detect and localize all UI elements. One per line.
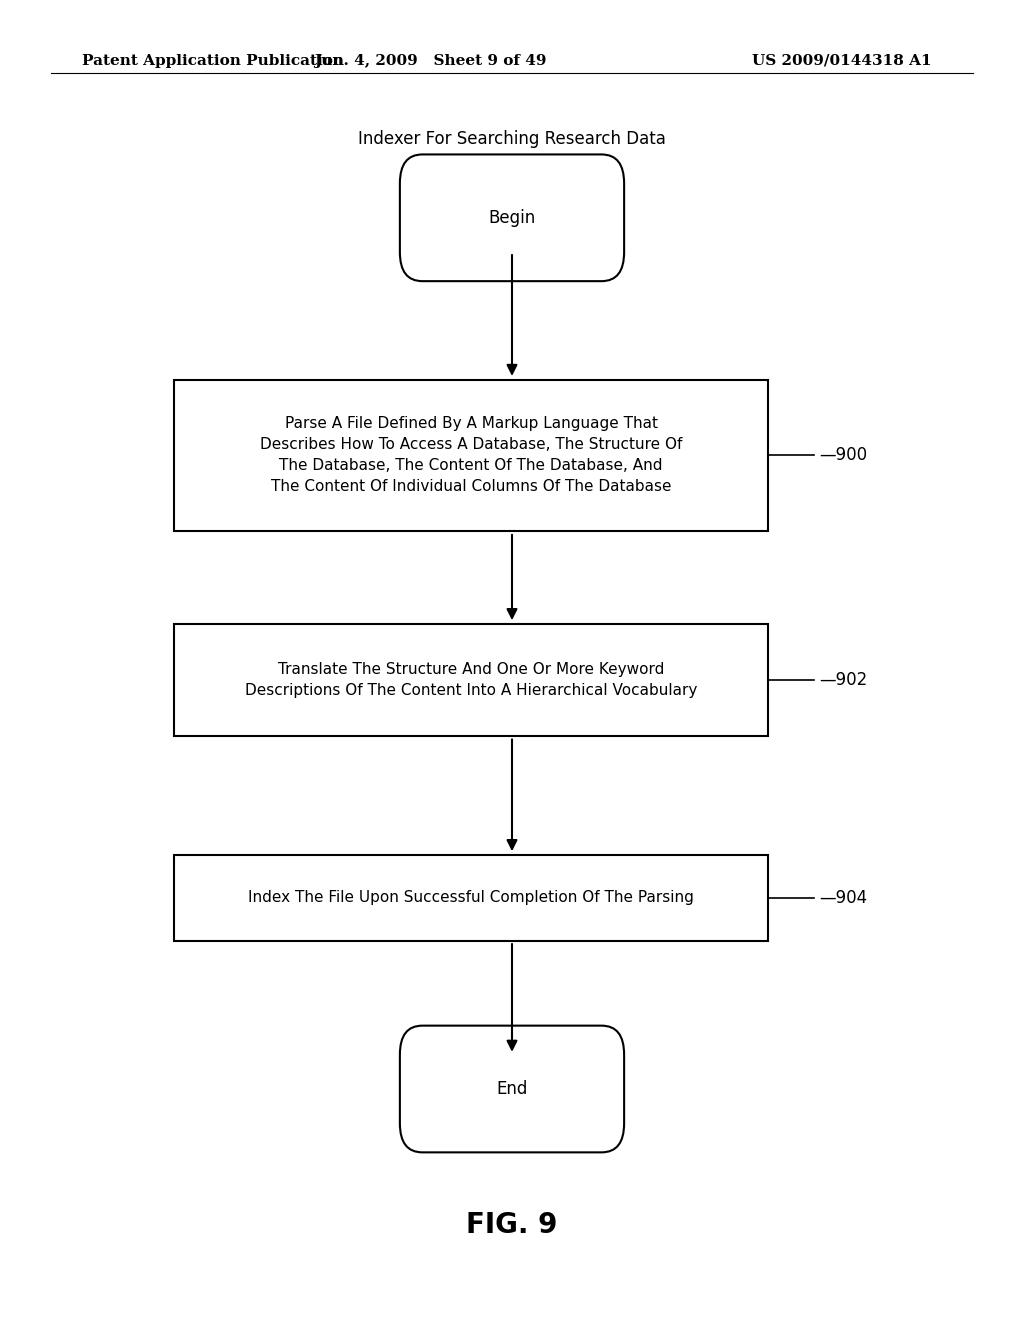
Text: —904: —904 xyxy=(819,888,867,907)
FancyBboxPatch shape xyxy=(174,380,768,531)
Text: Indexer For Searching Research Data: Indexer For Searching Research Data xyxy=(358,129,666,148)
Text: —902: —902 xyxy=(819,671,867,689)
Text: US 2009/0144318 A1: US 2009/0144318 A1 xyxy=(753,54,932,67)
Text: Parse A File Defined By A Markup Language That
Describes How To Access A Databas: Parse A File Defined By A Markup Languag… xyxy=(260,416,682,495)
FancyBboxPatch shape xyxy=(399,1026,624,1152)
FancyBboxPatch shape xyxy=(174,855,768,940)
Text: Patent Application Publication: Patent Application Publication xyxy=(82,54,344,67)
Text: Index The File Upon Successful Completion Of The Parsing: Index The File Upon Successful Completio… xyxy=(248,890,694,906)
Text: FIG. 9: FIG. 9 xyxy=(466,1210,558,1239)
Text: Jun. 4, 2009   Sheet 9 of 49: Jun. 4, 2009 Sheet 9 of 49 xyxy=(313,54,547,67)
Text: Begin: Begin xyxy=(488,209,536,227)
FancyBboxPatch shape xyxy=(174,624,768,737)
Text: —900: —900 xyxy=(819,446,867,465)
Text: End: End xyxy=(497,1080,527,1098)
Text: Translate The Structure And One Or More Keyword
Descriptions Of The Content Into: Translate The Structure And One Or More … xyxy=(245,661,697,698)
FancyBboxPatch shape xyxy=(399,154,624,281)
